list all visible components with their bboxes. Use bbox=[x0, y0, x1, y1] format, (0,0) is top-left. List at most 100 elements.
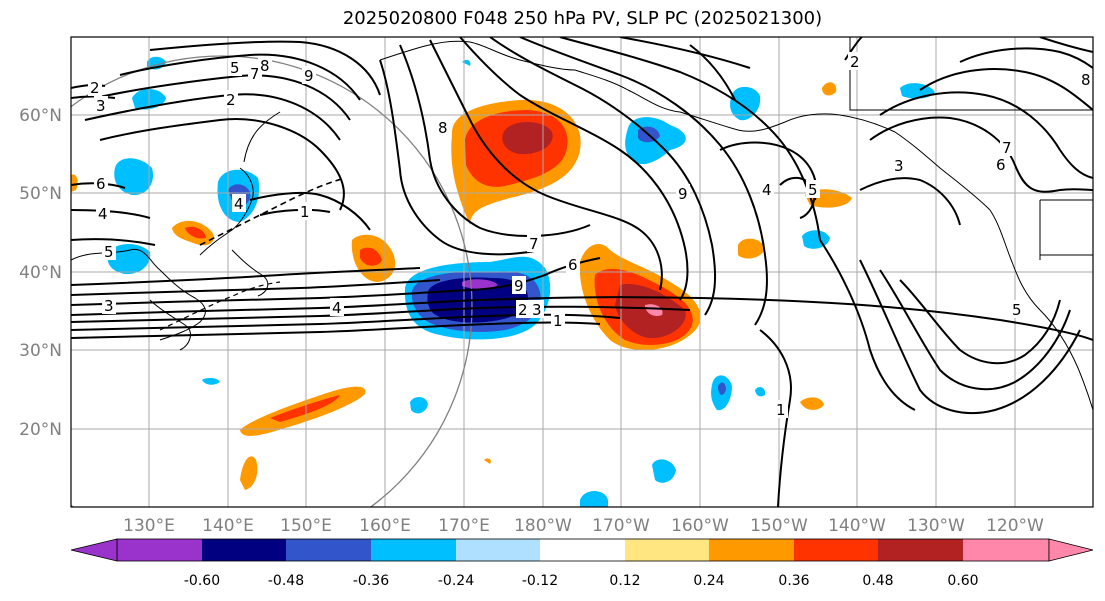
lon-label: 160°W bbox=[671, 516, 729, 536]
contour-label: 4 bbox=[762, 181, 772, 199]
colorbar-cell bbox=[286, 539, 371, 561]
pv-positive-anomaly bbox=[484, 458, 491, 464]
colorbar-cell bbox=[202, 539, 286, 561]
lat-label: 50°N bbox=[19, 184, 62, 204]
colorbar-label: 0.12 bbox=[609, 573, 640, 589]
contour-label: 1 bbox=[553, 312, 563, 330]
contour-label: 2 bbox=[226, 91, 236, 109]
colorbar-cell bbox=[117, 539, 202, 561]
lon-label: 170°E bbox=[438, 516, 490, 536]
plot-frame bbox=[70, 36, 1094, 508]
colorbar-label: 0.60 bbox=[947, 573, 978, 589]
colorbar-cell bbox=[625, 539, 709, 561]
pv-negative-anomaly bbox=[718, 382, 726, 395]
contour-label: 2 bbox=[90, 79, 100, 97]
colorbar-cell bbox=[709, 539, 794, 561]
contour-label: 7 bbox=[1002, 139, 1012, 157]
contour-label: 8 bbox=[438, 119, 448, 137]
colorbar-label: -0.36 bbox=[353, 573, 389, 589]
colorbar-max-arrow bbox=[1048, 538, 1094, 562]
lon-label: 180°W bbox=[514, 516, 572, 536]
lon-label: 140°E bbox=[202, 516, 254, 536]
contour-label: 6 bbox=[996, 156, 1006, 174]
colorbar-cell bbox=[794, 539, 878, 561]
pv-negative-anomaly bbox=[114, 158, 154, 196]
graticule bbox=[71, 37, 1093, 507]
contour-label: 5 bbox=[230, 59, 240, 77]
lon-label: 160°E bbox=[359, 516, 411, 536]
pv-positive-anomaly bbox=[822, 82, 837, 96]
pv-positive-anomaly bbox=[360, 247, 382, 266]
colorbar-cell bbox=[963, 539, 1049, 561]
contour-label: 7 bbox=[250, 65, 260, 83]
lon-label: 150°E bbox=[280, 516, 332, 536]
contour-label: 3 bbox=[894, 157, 904, 175]
map-plot: 2 3 4 5 6 7 8 9 1 2 3 4 5 6 bbox=[71, 37, 1093, 507]
pv-negative-anomaly bbox=[410, 396, 428, 414]
pv-positive-anomaly bbox=[800, 397, 824, 410]
colorbar-labels: -0.60 -0.48 -0.36 -0.24 -0.12 0.12 0.24 … bbox=[184, 573, 979, 589]
colorbar-cell bbox=[456, 539, 540, 561]
contour-label: 9 bbox=[514, 277, 524, 295]
contour-label: 5 bbox=[1012, 301, 1022, 319]
contour-label-group: 2 3 4 5 6 7 8 9 1 2 3 4 5 6 bbox=[88, 52, 1093, 419]
pv-positive-anomaly bbox=[502, 121, 553, 155]
contour-label: 8 bbox=[1081, 71, 1091, 89]
jet-axis-dashed bbox=[199, 177, 346, 246]
colorbar-min-arrow bbox=[70, 538, 118, 562]
contour-label: 3 bbox=[532, 301, 542, 319]
map-title: 2025020800 F048 250 hPa PV, SLP PC (2025… bbox=[342, 8, 823, 29]
pv-positive-anomaly bbox=[240, 456, 258, 490]
lon-label: 130°E bbox=[123, 516, 175, 536]
pv-negative-anomaly bbox=[652, 459, 676, 483]
colorbar-label: 0.36 bbox=[778, 573, 809, 589]
pv-positive-anomaly bbox=[738, 238, 765, 259]
lat-label: 20°N bbox=[19, 420, 62, 440]
colorbar-label: -0.24 bbox=[438, 573, 474, 589]
contour-label: 6 bbox=[568, 256, 578, 274]
contour-label: 5 bbox=[104, 243, 114, 261]
lon-label: 120°W bbox=[986, 516, 1044, 536]
lat-label: 40°N bbox=[19, 263, 62, 283]
colorbar-cells bbox=[116, 538, 1050, 562]
pv-negative-anomaly bbox=[730, 86, 761, 121]
contour-label: 7 bbox=[529, 235, 539, 253]
contour-label: 2 bbox=[850, 53, 860, 71]
colorbar-label: 0.24 bbox=[693, 573, 724, 589]
longitude-labels: 130°E 140°E 150°E 160°E 170°E 180°W 170°… bbox=[123, 516, 1044, 536]
jet-axis-dashed bbox=[159, 281, 281, 331]
contour-label: 4 bbox=[234, 195, 244, 213]
lat-label: 30°N bbox=[19, 341, 62, 361]
lon-label: 130°W bbox=[907, 516, 965, 536]
pv-positive-anomaly bbox=[71, 174, 78, 192]
contour-label: 6 bbox=[96, 175, 106, 193]
contour-label: 2 bbox=[518, 301, 528, 319]
pv-positive-anomaly bbox=[270, 395, 340, 422]
colorbar-cell bbox=[878, 539, 963, 561]
contour-label: 4 bbox=[98, 205, 108, 223]
contour-label: 1 bbox=[776, 401, 786, 419]
colorbar-label: -0.48 bbox=[268, 573, 304, 589]
pv-negative-anomaly bbox=[580, 491, 608, 507]
contour-label: 3 bbox=[96, 97, 106, 115]
contour-label: 5 bbox=[808, 181, 818, 199]
contour-label: 4 bbox=[332, 299, 342, 317]
contour-label: 1 bbox=[300, 203, 310, 221]
contour-label: 8 bbox=[260, 57, 270, 75]
pv-positive-anomaly bbox=[645, 304, 663, 316]
reference-circle bbox=[71, 55, 473, 507]
lon-label: 150°W bbox=[750, 516, 808, 536]
colorbar: -0.60 -0.48 -0.36 -0.24 -0.12 0.12 0.24 … bbox=[70, 538, 1094, 589]
lat-label: 60°N bbox=[19, 106, 62, 126]
colorbar-label: -0.12 bbox=[522, 573, 558, 589]
latitude-labels: 60°N 50°N 40°N 30°N 20°N bbox=[19, 106, 62, 440]
colorbar-cell bbox=[371, 539, 456, 561]
lon-label: 170°W bbox=[592, 516, 650, 536]
pv-negative-anomaly bbox=[202, 377, 220, 385]
pv-positive-anomaly bbox=[185, 226, 206, 239]
colorbar-label: 0.48 bbox=[862, 573, 893, 589]
contour-label: 9 bbox=[304, 67, 314, 85]
pv-negative-anomaly bbox=[755, 387, 766, 397]
colorbar-label: -0.60 bbox=[184, 573, 220, 589]
